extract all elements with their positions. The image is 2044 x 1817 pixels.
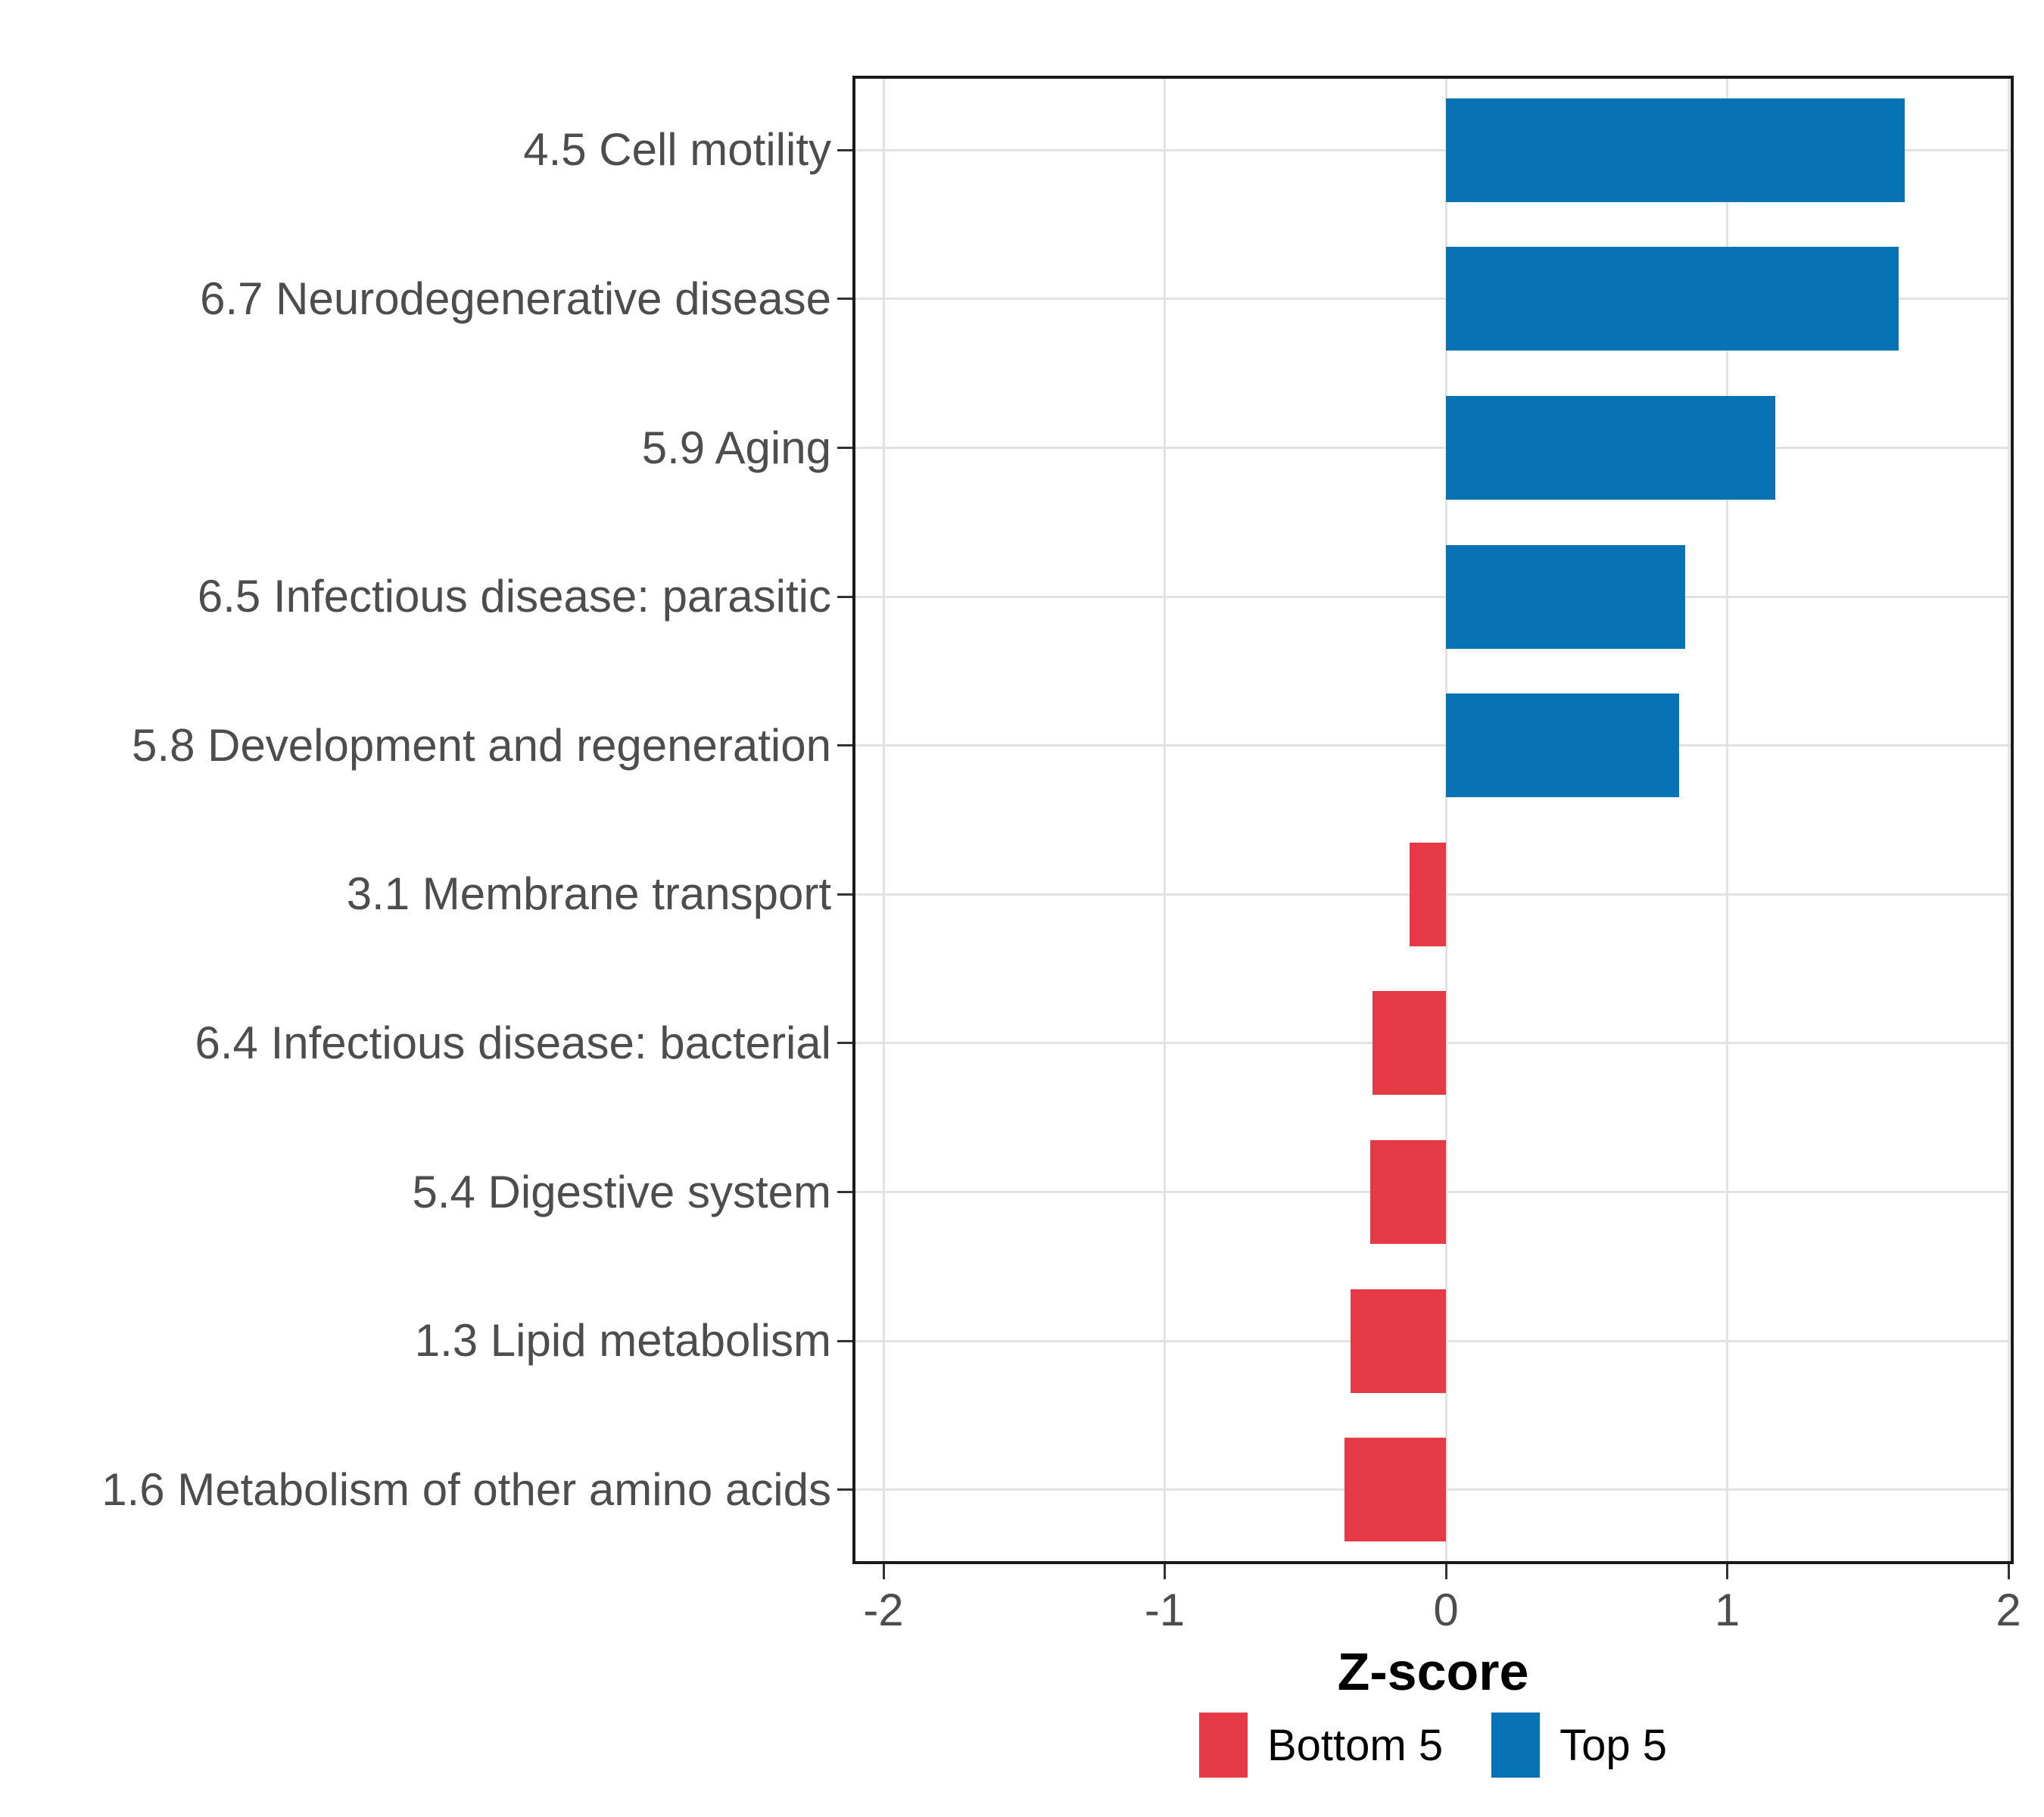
bar-4-5-cell-motility xyxy=(1446,98,1905,202)
y-axis-category-label: 1.3 Lipid metabolism xyxy=(414,1315,831,1367)
y-gridline xyxy=(852,744,2014,747)
x-axis-tick xyxy=(2007,1564,2010,1579)
plot-panel xyxy=(852,76,2014,1564)
x-gridline xyxy=(1444,76,1447,1564)
legend-label-top-5: Top 5 xyxy=(1559,1720,1667,1770)
legend-swatch-bottom-5 xyxy=(1198,1713,1248,1778)
y-axis-tick xyxy=(837,447,852,449)
bar-3-1-membrane-transport xyxy=(1409,842,1446,946)
bar-5-4-digestive-system xyxy=(1369,1140,1446,1244)
y-gridline xyxy=(852,298,2014,301)
y-axis-tick xyxy=(837,1042,852,1045)
y-gridline xyxy=(852,447,2014,449)
bar-5-9-aging xyxy=(1446,396,1775,500)
x-axis-tick xyxy=(1164,1564,1166,1579)
y-axis-category-label: 4.5 Cell motility xyxy=(523,124,831,176)
x-gridline xyxy=(2007,76,2010,1564)
y-axis-tick xyxy=(837,298,852,301)
legend: Bottom 5 Top 5 xyxy=(852,1713,2014,1778)
legend-entry-top-5: Top 5 xyxy=(1491,1713,1667,1778)
y-axis-category-label: 5.4 Digestive system xyxy=(412,1166,831,1217)
y-axis-tick xyxy=(837,148,852,151)
y-axis-tick xyxy=(837,1191,852,1193)
x-axis-tick xyxy=(1726,1564,1728,1579)
y-axis-tick xyxy=(837,744,852,747)
bar-1-3-lipid-metabolism xyxy=(1350,1289,1446,1393)
x-tick-label: -2 xyxy=(863,1585,904,1635)
y-axis-category-label: 5.9 Aging xyxy=(641,422,831,473)
y-axis-category-label: 5.8 Development and regeneration xyxy=(132,719,831,771)
bar-1-6-metabolism-of-other-amino-acids xyxy=(1344,1438,1446,1542)
bar-6-4-infectious-disease-bacterial xyxy=(1373,991,1446,1095)
x-gridline xyxy=(882,76,885,1564)
x-tick-label: 1 xyxy=(1714,1585,1740,1635)
x-axis-tick xyxy=(1444,1564,1447,1579)
y-axis-tick xyxy=(837,595,852,598)
y-axis-category-label: 3.1 Membrane transport xyxy=(346,868,831,920)
y-axis-category-label: 6.4 Infectious disease: bacterial xyxy=(195,1017,832,1068)
y-gridline xyxy=(852,595,2014,598)
x-axis-tick xyxy=(882,1564,885,1579)
y-axis-category-label: 1.6 Metabolism of other amino acids xyxy=(101,1463,831,1515)
y-axis-tick xyxy=(837,1339,852,1342)
y-axis-category-label: 6.7 Neurodegenerative disease xyxy=(200,273,831,324)
x-axis-title: Z-score xyxy=(1337,1642,1529,1701)
bar-6-7-neurodegenerative-disease xyxy=(1446,247,1899,351)
bar-5-8-development-and-regeneration xyxy=(1446,693,1680,798)
x-tick-label: 0 xyxy=(1433,1585,1459,1635)
x-tick-label: -1 xyxy=(1144,1585,1186,1635)
x-gridline xyxy=(1726,76,1728,1564)
legend-label-bottom-5: Bottom 5 xyxy=(1267,1720,1444,1770)
y-axis-tick xyxy=(837,893,852,896)
legend-entry-bottom-5: Bottom 5 xyxy=(1198,1713,1444,1778)
y-axis-category-label: 6.5 Infectious disease: parasitic xyxy=(197,571,831,622)
x-gridline xyxy=(1164,76,1166,1564)
x-tick-label: 2 xyxy=(1996,1585,2021,1635)
y-gridline xyxy=(852,148,2014,151)
bar-6-5-infectious-disease-parasitic xyxy=(1446,544,1685,649)
y-axis-tick xyxy=(837,1488,852,1491)
legend-swatch-top-5 xyxy=(1491,1713,1541,1778)
